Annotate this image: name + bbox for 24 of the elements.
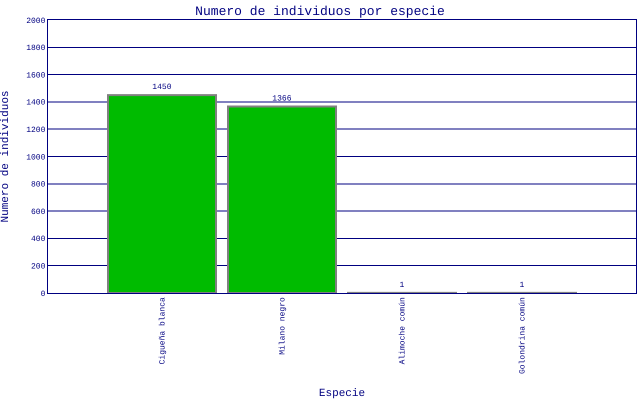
data-label: 1 [400,280,404,290]
data-label: 1 [520,280,524,290]
y-tick-label: 1600 [26,71,46,80]
data-label: 1450 [152,83,172,92]
bar [107,94,217,293]
y-tick-label: 1400 [26,98,46,108]
x-tick-label: Cigueña blanca [158,297,168,364]
y-tick-label: 200 [30,262,46,272]
data-label: 1366 [272,94,292,104]
y-axis-title: Numero de individuos [0,90,12,223]
y-tick-label: 1000 [26,153,46,162]
y-tick-label: 600 [30,208,46,217]
chart-title: Numero de individuos por especie [195,4,445,20]
x-tick-label: Alimoche común [398,297,408,364]
x-axis-title: Especie [318,388,366,400]
y-tick-label: 1200 [26,126,46,135]
x-tick-label: Milano negro [278,297,288,355]
x-tick-label: Golondrina común [518,297,528,374]
y-tick-label: 1800 [26,44,46,54]
y-tick-label: 800 [30,180,46,190]
y-tick-label: 400 [30,235,46,244]
y-tick-label: 0 [40,290,46,299]
bar [227,106,337,293]
y-tick-label: 2000 [26,16,46,26]
